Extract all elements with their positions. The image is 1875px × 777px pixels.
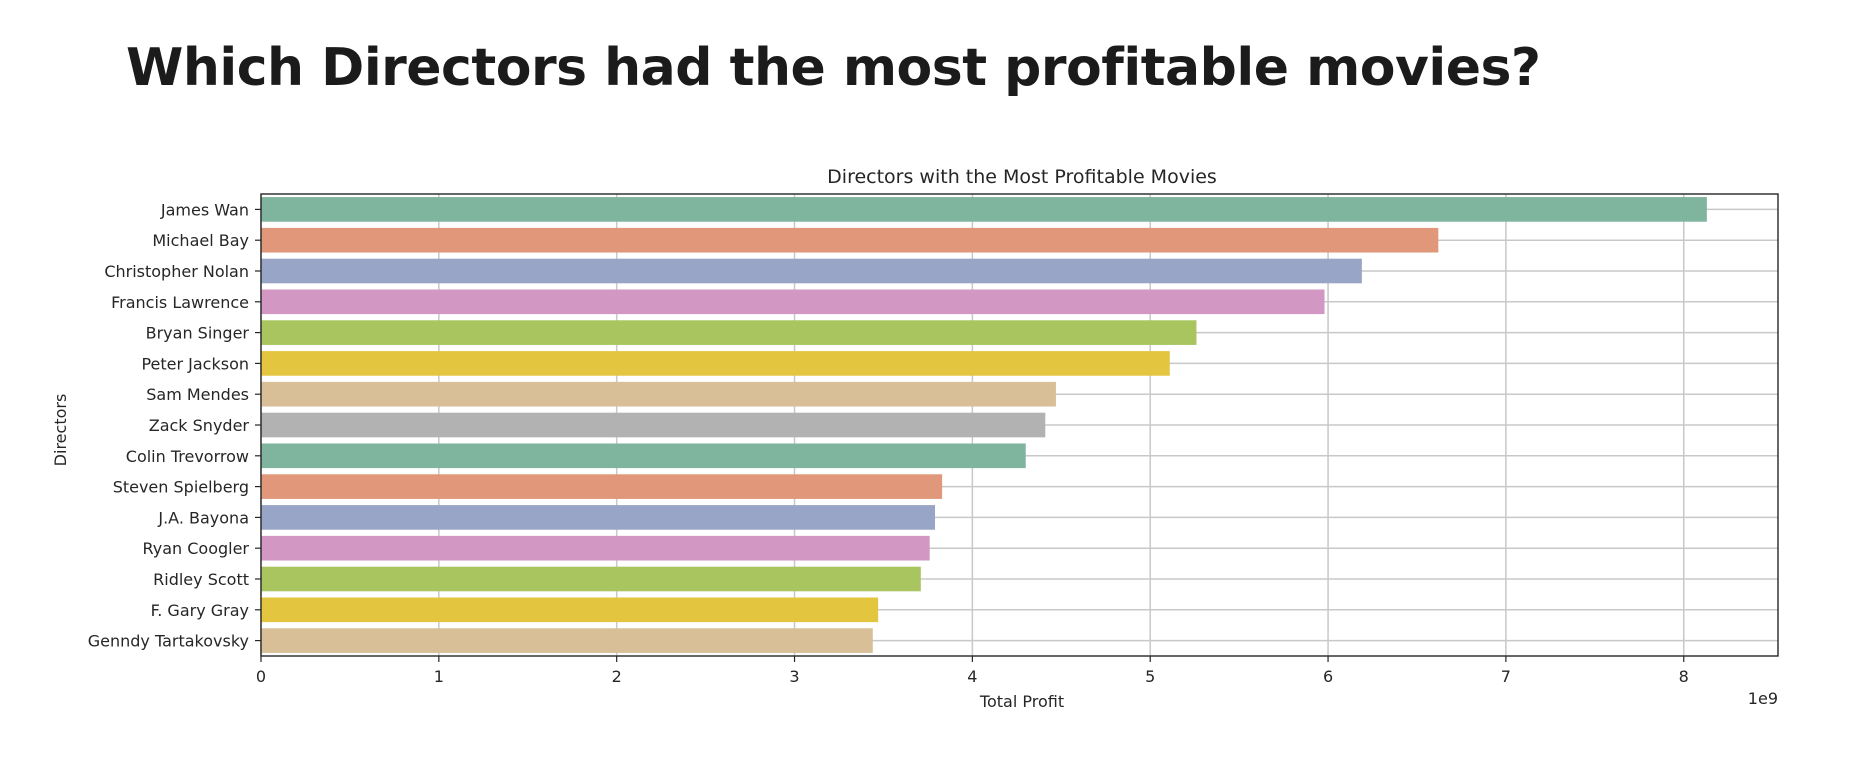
y-tick-label: Genndy Tartakovsky	[88, 632, 249, 651]
y-tick-label: Sam Mendes	[146, 385, 249, 404]
y-tick-label: Colin Trevorrow	[126, 447, 249, 466]
x-ticks: 0 1 2 3 4 5 6 7 8	[256, 656, 1689, 686]
bar	[261, 381, 1056, 407]
x-tick-label: 0	[256, 667, 266, 686]
y-tick-label: Ridley Scott	[153, 570, 249, 589]
slide-title: Which Directors had the most profitable …	[126, 38, 1541, 98]
y-tick-label: Peter Jackson	[141, 354, 249, 373]
y-tick-label: James Wan	[160, 200, 249, 219]
bar	[261, 597, 879, 623]
bar	[261, 227, 1439, 253]
y-tick-label: Zack Snyder	[149, 416, 250, 435]
bar	[261, 628, 873, 653]
x-tick-label: 1	[434, 667, 444, 686]
y-tick-label: Bryan Singer	[146, 324, 250, 343]
chart-title: Directors with the Most Profitable Movie…	[827, 166, 1217, 188]
x-tick-label: 4	[967, 667, 977, 686]
y-tick-label: F. Gary Gray	[151, 601, 249, 620]
x-tick-label: 3	[789, 667, 799, 686]
y-axis-label: Directors	[51, 394, 70, 467]
x-tick-label: 7	[1501, 667, 1511, 686]
x-tick-label: 8	[1679, 667, 1689, 686]
bar	[261, 474, 943, 499]
bar	[261, 258, 1362, 284]
x-tick-label: 5	[1145, 667, 1155, 686]
y-tick-label: Steven Spielberg	[113, 478, 249, 497]
y-tick-label: Francis Lawrence	[111, 293, 249, 312]
x-axis-label: Total Profit	[979, 692, 1064, 711]
bar	[261, 197, 1707, 222]
bar	[261, 535, 930, 561]
y-tick-label: Christopher Nolan	[104, 262, 249, 281]
x-tick-label: 2	[612, 667, 622, 686]
bar	[261, 320, 1197, 345]
bar	[261, 443, 1026, 469]
x-offset-label: 1e9	[1748, 689, 1778, 708]
y-tick-label: Michael Bay	[152, 231, 249, 250]
y-ticks: James Wan Michael Bay Christopher Nolan Fra…	[88, 200, 261, 651]
y-tick-label: J.A. Bayona	[157, 508, 249, 527]
bar	[261, 289, 1325, 315]
bar	[261, 505, 936, 530]
bar	[261, 351, 1170, 376]
bar	[261, 412, 1046, 438]
x-tick-label: 6	[1323, 667, 1333, 686]
bars	[261, 197, 1707, 653]
y-tick-label: Ryan Coogler	[142, 539, 249, 558]
bar	[261, 566, 921, 592]
